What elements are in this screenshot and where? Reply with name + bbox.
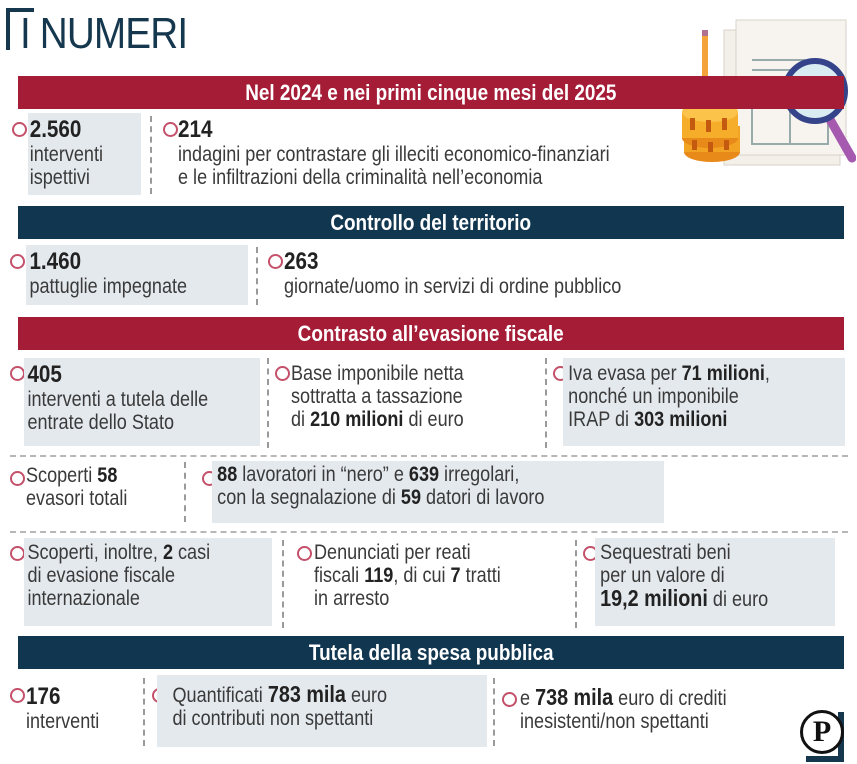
stat-indagini: 214 indagini per contrastare gli illecit… [178, 116, 610, 190]
bullet-icon [502, 692, 517, 707]
divider [267, 358, 269, 448]
bullet-icon [163, 122, 178, 137]
divider [150, 116, 152, 194]
bullet-icon [10, 471, 25, 486]
divider [282, 540, 284, 628]
stat-sequestrati: Sequestrati beni per un valore di 19,2 m… [595, 538, 835, 626]
row-separator [10, 455, 848, 457]
section-header-evasione: Contrasto all’evasione fiscale [18, 317, 844, 350]
stat-lavoratori-nero: 88 lavoratori in “nero” e 639 irregolari… [212, 461, 664, 523]
stat-evasione-internazionale: Scoperti, inoltre, 2 casi di evasione fi… [24, 538, 272, 626]
bullet-icon [10, 366, 25, 381]
bullet-icon [10, 688, 25, 703]
logo-corner [806, 756, 844, 762]
divider [545, 358, 547, 448]
row-separator [10, 531, 848, 533]
publisher-logo: P [800, 710, 844, 754]
stat-interventi-spesa: 176 interventi [26, 683, 100, 734]
stat-contributi: Quantificati 783 mila euro di contributi… [157, 675, 487, 747]
stat-evasori-totali: Scoperti 58 evasori totali [26, 464, 128, 510]
page-title: I NUMERI [20, 9, 188, 58]
stat-pattuglie: 1.460 pattuglie impegnate [26, 245, 248, 305]
bullet-icon [268, 254, 283, 269]
stat-denunciati: Denunciati per reati fiscali 119, di cui… [314, 541, 501, 610]
section-header-period: Nel 2024 e nei primi cinque mesi del 202… [18, 76, 844, 109]
stat-interventi-entrate: 405 interventi a tutela delle entrate de… [24, 358, 260, 446]
divider [256, 247, 258, 305]
stat-interventi-ispettivi: 2.560 interventi ispettivi [28, 113, 141, 195]
section-header-territorio: Controllo del territorio [18, 206, 844, 239]
stat-iva-irap: Iva evasa per 71 milioni, nonché un impo… [563, 358, 845, 446]
section-header-spesa: Tutela della spesa pubblica [18, 636, 844, 669]
bullet-icon [275, 366, 290, 381]
bullet-icon [297, 546, 312, 561]
bullet-icon [10, 254, 25, 269]
bullet-icon [10, 546, 25, 561]
stat-crediti: e 738 mila euro di crediti inesistenti/n… [520, 684, 727, 734]
title-bracket [6, 8, 34, 50]
divider [493, 678, 495, 746]
divider [184, 462, 186, 522]
stat-giornate-uomo: 263 giornate/uomo in servizi di ordine p… [284, 248, 622, 299]
divider [575, 540, 577, 628]
divider [143, 678, 145, 746]
bullet-icon [12, 122, 27, 137]
coins-icon [682, 102, 740, 162]
stat-base-imponibile: Base imponibile netta sottratta a tassaz… [291, 362, 464, 431]
